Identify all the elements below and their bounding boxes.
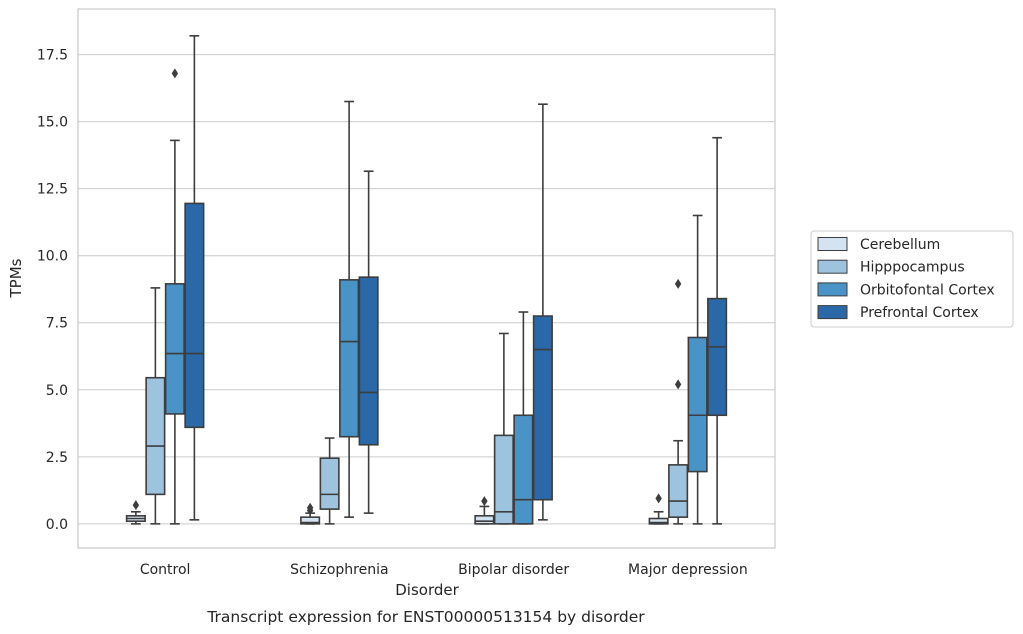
box-iqr [339, 279, 360, 438]
box-0-2 [164, 68, 185, 525]
outlier-point [171, 68, 179, 79]
box-groups [125, 35, 728, 525]
outlier-point [655, 493, 662, 504]
box-iqr [145, 376, 166, 496]
box-0-0 [125, 500, 146, 525]
x-tick-label: Bipolar disorder [458, 562, 569, 578]
box-iqr [532, 315, 553, 501]
legend-label: Cerebellum [860, 237, 940, 253]
box-3-1 [668, 278, 689, 525]
legend-swatch [817, 237, 848, 251]
box-3-2 [687, 214, 708, 525]
legend-frame [810, 230, 1014, 328]
y-axis-ticks: 0.0 2.5 5.0 7.5 10.0 12.5 15.0 17.5 [37, 48, 68, 533]
box-iqr [300, 516, 321, 525]
legend: Cerebellum Hipppocampus Orbitofontal Corte… [810, 230, 1014, 328]
box-iqr [164, 283, 185, 415]
x-tick-label: Schizophrenia [290, 562, 388, 578]
legend-item: Prefrontal Cortex [817, 305, 979, 321]
legend-label: Prefrontal Cortex [860, 305, 979, 321]
y-tick-label: 2.5 [46, 450, 68, 466]
x-tick-label: Control [140, 562, 191, 578]
chart-caption: Transcript expression for ENST0000051315… [206, 608, 645, 626]
box-iqr [513, 414, 534, 525]
box-0-3 [184, 35, 205, 521]
box-iqr [648, 517, 669, 525]
box-iqr [474, 515, 495, 525]
legend-swatch [817, 305, 848, 320]
y-tick-label: 5.0 [46, 383, 68, 399]
x-axis-label: Disorder [395, 581, 459, 599]
legend-swatch [817, 282, 848, 297]
box-iqr [707, 297, 728, 417]
box-iqr [184, 202, 205, 429]
y-tick-label: 7.5 [46, 316, 68, 332]
outlier-point [306, 502, 314, 513]
box-0-1 [145, 287, 166, 525]
x-tick-label: Major depression [628, 562, 748, 578]
y-tick-label: 15.0 [37, 115, 68, 131]
y-tick-label: 0.0 [46, 517, 68, 533]
outlier-point [674, 379, 682, 390]
outlier-point [674, 278, 682, 289]
legend-item: Orbitofontal Cortex [817, 282, 995, 298]
box-iqr [358, 276, 379, 446]
box-1-0 [300, 502, 321, 525]
plot-frame [77, 8, 776, 549]
legend-item: Cerebellum [817, 237, 940, 253]
x-axis-ticks: Control Schizophrenia Bipolar disorder Majo… [140, 562, 748, 578]
legend-label: Hipppocampus [860, 260, 965, 276]
legend-item: Hipppocampus [817, 259, 965, 276]
legend-label: Orbitofontal Cortex [860, 282, 995, 298]
y-tick-label: 10.0 [37, 249, 68, 265]
y-tick-label: 17.5 [37, 48, 68, 64]
box-1-3 [358, 170, 379, 514]
box-1-2 [339, 100, 360, 518]
box-2-2 [513, 311, 534, 525]
box-1-1 [319, 437, 340, 525]
box-3-0 [648, 493, 669, 525]
box-iqr [687, 336, 708, 473]
box-iqr [493, 434, 514, 525]
outlier-point [132, 500, 140, 511]
box-3-3 [707, 136, 728, 525]
y-axis-label: TPMs [7, 258, 25, 298]
outlier-point [481, 496, 488, 507]
box-iqr [319, 457, 340, 510]
box-2-3 [532, 103, 553, 521]
box-2-1 [493, 332, 514, 525]
y-tick-label: 12.5 [37, 182, 68, 198]
legend-swatch [817, 259, 848, 274]
box-iqr [668, 464, 689, 518]
box-2-0 [474, 496, 495, 525]
